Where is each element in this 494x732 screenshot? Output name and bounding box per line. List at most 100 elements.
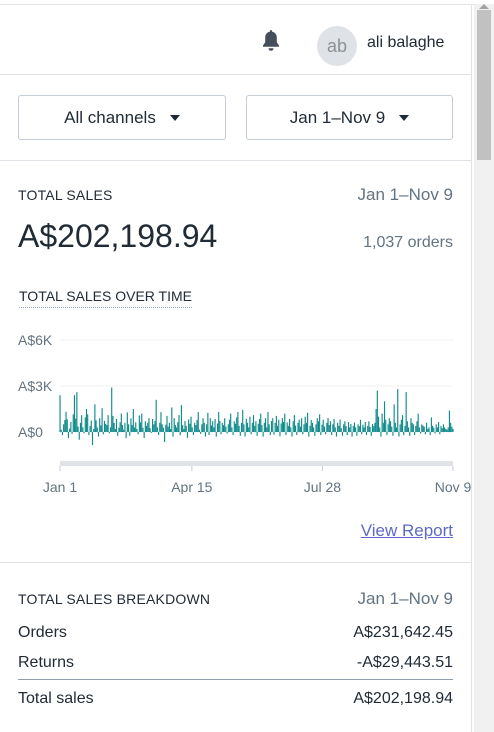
chart-bar bbox=[89, 425, 91, 432]
chart-bar bbox=[254, 425, 256, 432]
chart-bar bbox=[272, 418, 274, 432]
chart-bar bbox=[369, 427, 371, 432]
chart-bar bbox=[279, 432, 281, 437]
chart-bar bbox=[191, 427, 193, 432]
chart-bar bbox=[152, 418, 154, 432]
scroll-up-arrow-icon[interactable] bbox=[479, 4, 489, 9]
chart-bar bbox=[192, 432, 194, 436]
chart-bar bbox=[373, 426, 375, 432]
chart-bar bbox=[203, 422, 205, 432]
chart-bar bbox=[386, 432, 388, 436]
chart-bar bbox=[332, 424, 334, 432]
chart-bar bbox=[362, 424, 364, 432]
chart-bar bbox=[352, 425, 354, 432]
chart-bar bbox=[242, 409, 244, 432]
chart-bar bbox=[162, 427, 164, 432]
chart-bar bbox=[101, 408, 103, 432]
chart-bar bbox=[255, 421, 257, 432]
chart-bar bbox=[333, 418, 335, 432]
chart-bar bbox=[237, 412, 239, 432]
chart-bar bbox=[94, 404, 96, 432]
chart-bar bbox=[377, 416, 380, 432]
notifications-bell-icon[interactable] bbox=[259, 29, 283, 53]
vertical-scrollbar[interactable] bbox=[474, 4, 494, 732]
chart-bar bbox=[150, 432, 152, 433]
chart-bar bbox=[65, 411, 67, 432]
chart-bar bbox=[243, 424, 245, 432]
channel-filter-button[interactable]: All channels bbox=[18, 95, 226, 140]
y-tick-label: A$0 bbox=[18, 424, 43, 440]
chart-bar bbox=[244, 432, 246, 437]
chart-bar bbox=[273, 432, 275, 435]
chart-bar bbox=[148, 418, 150, 432]
chart-bar bbox=[363, 427, 365, 432]
chart-bar bbox=[61, 432, 63, 436]
chart-bar bbox=[422, 425, 424, 432]
username[interactable]: ali balaghe bbox=[367, 34, 445, 51]
chart-bar bbox=[399, 424, 401, 432]
y-tick-label: A$3K bbox=[18, 378, 53, 394]
chart-bar bbox=[424, 432, 426, 435]
chart-bar bbox=[414, 432, 416, 436]
chart-bar bbox=[264, 418, 267, 432]
chart-bar bbox=[131, 425, 133, 432]
chart-bar bbox=[367, 425, 369, 432]
chart-bar bbox=[250, 432, 252, 435]
chart-bar bbox=[371, 424, 374, 432]
chart-bar bbox=[284, 413, 286, 432]
chart-bar bbox=[405, 392, 407, 432]
chart-bar bbox=[164, 432, 166, 442]
chart-bar bbox=[174, 425, 176, 432]
date-range-button[interactable]: Jan 1–Nov 9 bbox=[246, 95, 453, 140]
chart-bar bbox=[355, 427, 357, 432]
total-sales-title: TOTAL SALES bbox=[18, 187, 113, 203]
chart-title[interactable]: TOTAL SALES OVER TIME bbox=[19, 288, 192, 308]
total-sales-amount: A$202,198.94 bbox=[18, 218, 218, 254]
chart-bar bbox=[168, 422, 170, 432]
chart-bar bbox=[257, 423, 259, 432]
view-report-link[interactable]: View Report bbox=[360, 521, 453, 540]
chart-bar bbox=[322, 419, 324, 432]
chart-bar bbox=[67, 432, 70, 439]
chart-bar bbox=[436, 427, 438, 432]
chart-bar bbox=[71, 432, 73, 434]
scrollbar-thumb[interactable] bbox=[477, 10, 491, 160]
chart-bar bbox=[385, 419, 387, 432]
chart-bar bbox=[222, 425, 225, 432]
chart-bar bbox=[412, 424, 414, 432]
chart-bar bbox=[66, 419, 68, 432]
chart-bar bbox=[316, 418, 318, 432]
avatar[interactable]: ab bbox=[317, 26, 357, 66]
chart-bar bbox=[415, 425, 417, 432]
chart-bar bbox=[441, 428, 443, 432]
chart-bar bbox=[118, 427, 120, 432]
chart-bar bbox=[123, 429, 125, 432]
chart-bar bbox=[340, 428, 342, 432]
chart-bar bbox=[63, 424, 65, 432]
chart-bar bbox=[105, 423, 107, 432]
chart-bar bbox=[124, 422, 126, 432]
chart-bar bbox=[287, 425, 289, 432]
chart-bar bbox=[178, 415, 180, 432]
chart-bar bbox=[186, 432, 188, 438]
chart-bar bbox=[349, 427, 351, 432]
chart-bar bbox=[406, 421, 408, 432]
chart-bar bbox=[171, 407, 173, 432]
x-axis-track bbox=[60, 461, 453, 466]
chart-bar bbox=[112, 415, 114, 432]
chart-bar bbox=[160, 412, 162, 432]
chart-bar bbox=[285, 432, 287, 436]
chart-bar bbox=[158, 432, 160, 436]
chart-bar bbox=[445, 428, 447, 432]
chart-bar bbox=[313, 427, 315, 432]
chart-bar bbox=[451, 426, 453, 432]
chart-bar bbox=[236, 417, 238, 432]
chart-bar bbox=[361, 432, 363, 435]
chart-bar bbox=[447, 427, 449, 432]
chart-bar bbox=[72, 414, 74, 432]
chart-bar bbox=[135, 422, 137, 432]
chart-bar bbox=[198, 429, 201, 432]
chart-bar bbox=[137, 432, 139, 435]
chart-bar bbox=[194, 422, 196, 432]
